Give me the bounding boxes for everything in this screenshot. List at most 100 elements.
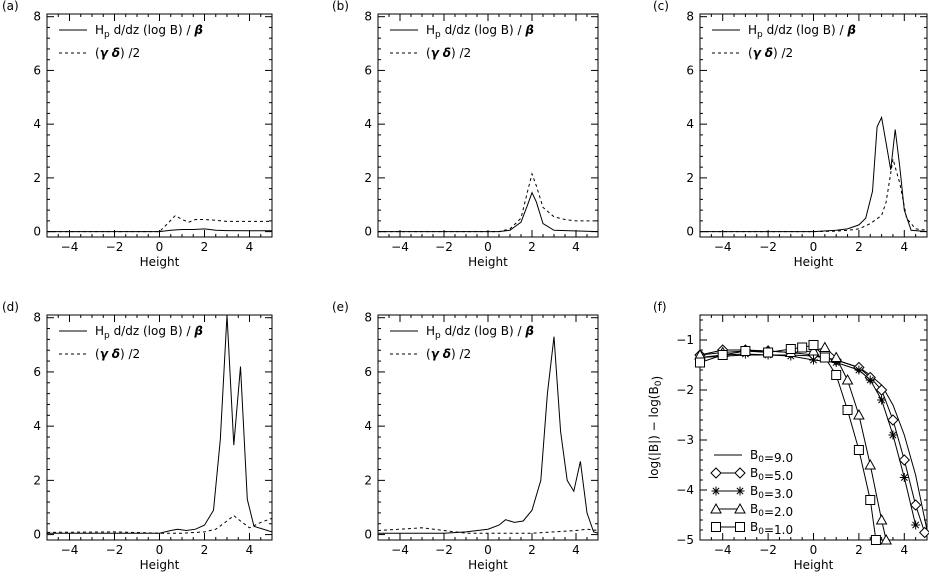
data-point-marker xyxy=(785,344,796,354)
data-point-marker xyxy=(865,495,876,505)
legend-label: B0=1.0 xyxy=(750,520,793,537)
data-point-marker xyxy=(875,513,888,525)
y-tick-label: 4 xyxy=(33,419,41,433)
legend-label: Hp d/dz (log B) / β xyxy=(95,23,203,40)
x-axis-label: Height xyxy=(140,558,180,572)
y-tick-label: −5 xyxy=(676,533,694,547)
x-axis-label: Height xyxy=(794,558,834,572)
plot-frame xyxy=(377,13,599,238)
y-tick-label: 6 xyxy=(364,365,372,379)
y-tick-label: 8 xyxy=(686,10,694,24)
x-tick-label: −4 xyxy=(391,543,409,557)
legend-marker xyxy=(710,502,722,514)
series-line-1 xyxy=(47,514,272,534)
x-tick-label: −4 xyxy=(61,543,79,557)
data-point-marker xyxy=(809,355,818,365)
x-tick-label: 0 xyxy=(156,543,164,557)
data-point-marker xyxy=(870,535,881,545)
y-tick-label: 6 xyxy=(364,63,372,77)
legend-label: Hp d/dz (log B) / β xyxy=(748,23,856,40)
x-tick-label: 2 xyxy=(528,543,536,557)
x-tick-label: −4 xyxy=(714,543,732,557)
plot-frame xyxy=(699,13,928,238)
data-point-marker xyxy=(808,340,819,350)
series-line-0 xyxy=(700,354,927,531)
series-line-1 xyxy=(700,349,926,533)
data-point-marker xyxy=(695,357,705,368)
data-point-marker xyxy=(911,520,921,530)
y-tick-label: 6 xyxy=(686,63,694,77)
y-axis-label: log(|B|) − log(B0) xyxy=(647,376,664,479)
series-line-1 xyxy=(47,214,272,233)
y-tick-label: 6 xyxy=(33,365,41,379)
x-tick-label: 4 xyxy=(900,240,908,254)
x-tick-label: 0 xyxy=(810,240,818,254)
data-point-marker xyxy=(888,430,898,440)
plot-frame xyxy=(377,314,599,541)
data-point-marker xyxy=(919,526,929,539)
legend-label: Hp d/dz (log B) / β xyxy=(426,324,534,341)
x-tick-label: −4 xyxy=(61,240,79,254)
series-line-0 xyxy=(47,315,272,534)
y-tick-label: 0 xyxy=(364,225,372,239)
legend-marker xyxy=(710,467,722,479)
data-point-marker xyxy=(875,384,888,396)
y-tick-label: 8 xyxy=(33,311,41,325)
data-point-marker xyxy=(830,351,843,362)
chart-panel-f: (f) −4 −2 0 2 4 Height −1 −2 −3 −4 −5 log(|B|) − log… xyxy=(647,300,929,572)
y-tick-label: −3 xyxy=(676,433,694,447)
y-tick-label: −4 xyxy=(676,483,694,497)
x-tick-label: 0 xyxy=(810,543,818,557)
y-tick-label: 2 xyxy=(364,473,372,487)
series-line-1 xyxy=(378,527,598,534)
x-tick-label: 2 xyxy=(201,543,209,557)
series-line-1 xyxy=(378,172,598,233)
legend-marker xyxy=(734,502,746,514)
data-point-marker xyxy=(854,365,864,375)
x-axis-label: Height xyxy=(468,558,508,572)
y-tick-label: 2 xyxy=(33,171,41,185)
y-tick-label: 4 xyxy=(686,117,694,131)
data-point-marker xyxy=(740,346,751,356)
series-line-2 xyxy=(700,353,917,526)
legend-label: B0=9.0 xyxy=(750,448,793,465)
data-point-marker xyxy=(898,454,911,466)
data-point-marker xyxy=(842,405,853,415)
data-point-marker xyxy=(797,342,808,353)
x-tick-label: −2 xyxy=(435,240,453,254)
y-tick-label: 2 xyxy=(33,473,41,487)
data-point-marker xyxy=(877,395,887,405)
series-line-0 xyxy=(47,228,272,233)
data-point-marker xyxy=(865,375,875,385)
panel-label: (f) xyxy=(653,300,667,314)
x-axis-label: Height xyxy=(140,255,180,269)
legend-label: (γ δ) /2 xyxy=(748,46,793,60)
panel-label: (c) xyxy=(653,0,669,13)
x-tick-label: −2 xyxy=(759,240,777,254)
data-point-marker xyxy=(853,445,864,455)
x-tick-label: 0 xyxy=(484,240,492,254)
y-tick-label: 2 xyxy=(364,171,372,185)
y-tick-label: 0 xyxy=(33,225,41,239)
y-tick-label: 8 xyxy=(364,311,372,325)
y-tick-label: 8 xyxy=(364,10,372,24)
y-tick-label: 6 xyxy=(33,63,41,77)
legend-marker xyxy=(734,467,746,479)
panel-label: (d) xyxy=(2,300,19,314)
legend-label: B0=2.0 xyxy=(750,502,793,519)
x-tick-label: 4 xyxy=(572,543,580,557)
data-point-marker xyxy=(864,458,877,470)
panel-label: (b) xyxy=(332,0,349,13)
x-tick-label: −2 xyxy=(106,240,124,254)
plot-frame xyxy=(46,314,273,541)
plot-frame xyxy=(46,13,273,238)
x-tick-label: 2 xyxy=(528,240,536,254)
x-tick-label: −2 xyxy=(759,543,777,557)
y-tick-label: −1 xyxy=(676,333,694,347)
legend-label: (γ δ) /2 xyxy=(426,46,471,60)
